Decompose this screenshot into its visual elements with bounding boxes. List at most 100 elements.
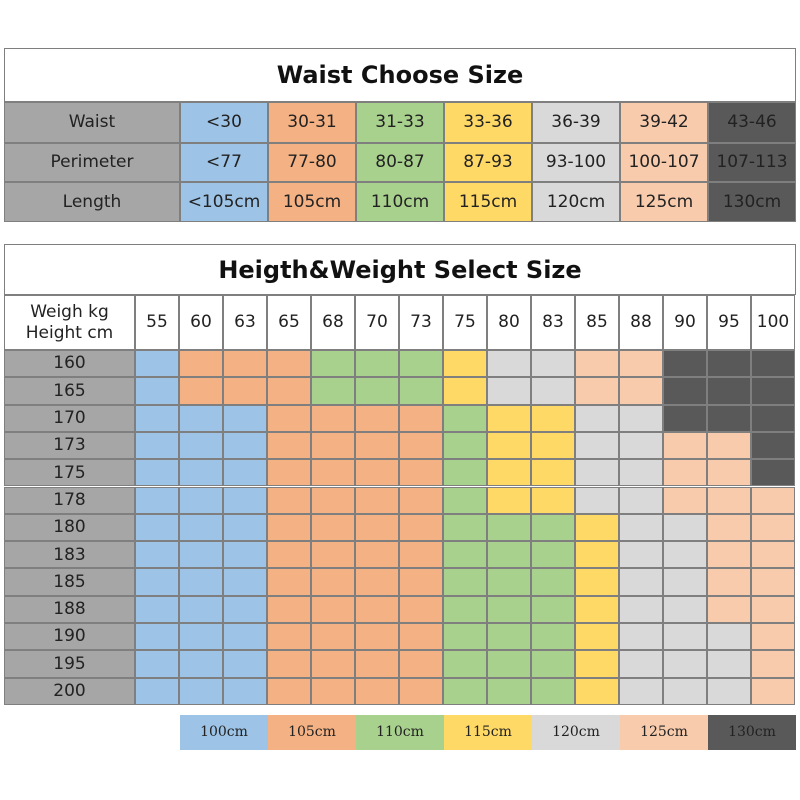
grid-cell [135,350,179,378]
grid-cell [179,513,223,542]
grid-cell [399,404,443,432]
grid-cell [707,623,751,651]
grid-cell [311,568,355,596]
grid-cell [751,595,795,623]
grid-cell [663,486,707,514]
grid-cell [311,595,355,623]
grid-cell [179,568,223,596]
grid-cell [179,541,223,569]
grid-cell [399,623,443,651]
grid-cell [311,350,355,378]
size-cell: 36-39 [532,102,620,143]
weight-header: 95 [707,295,751,350]
grid-cell [487,350,531,378]
grid-cell [355,677,399,705]
grid-cell [707,650,751,678]
height-label: 173 [4,431,135,460]
grid-cell [135,677,179,705]
weight-header: 88 [619,295,663,350]
grid-cell [575,650,619,678]
grid-cell [663,404,707,432]
grid-cell [355,541,399,569]
grid-cell [663,677,707,705]
grid-cell [707,513,751,542]
grid-cell [267,595,311,623]
corner-label: Weigh kg Height cm [4,295,135,350]
height-label: 200 [4,677,135,705]
grid-cell [663,350,707,378]
grid-cell [135,541,179,569]
size-cell: 100-107 [620,143,708,182]
grid-cell [355,650,399,678]
grid-cell [443,431,487,460]
height-label: 170 [4,404,135,432]
grid-cell [575,541,619,569]
grid-cell [531,377,575,405]
weight-header: 75 [443,295,487,350]
size-cell: 107-113 [708,143,796,182]
grid-cell [135,623,179,651]
grid-cell [751,677,795,705]
grid-cell [619,650,663,678]
grid-cell [311,377,355,405]
grid-cell [179,677,223,705]
grid-cell [135,568,179,596]
grid-cell [179,623,223,651]
grid-cell [487,377,531,405]
size-cell: 39-42 [620,102,708,143]
grid-cell [487,650,531,678]
grid-cell [135,486,179,514]
grid-cell [487,513,531,542]
size-cell: 87-93 [444,143,532,182]
grid-cell [531,623,575,651]
grid-cell [399,650,443,678]
grid-cell [179,377,223,405]
height-label: 175 [4,459,135,487]
grid-cell [707,350,751,378]
grid-cell [487,459,531,487]
weight-header: 90 [663,295,707,350]
table-title: Heigth&Weight Select Size [4,244,796,295]
grid-cell [663,541,707,569]
legend-item: 115cm [444,715,532,750]
grid-cell [751,541,795,569]
grid-cell [663,513,707,542]
grid-cell [663,459,707,487]
weight-header: 63 [223,295,267,350]
grid-cell [135,459,179,487]
grid-cell [311,404,355,432]
grid-cell [223,650,267,678]
grid-cell [707,486,751,514]
grid-cell [619,623,663,651]
weight-header: 85 [575,295,619,350]
grid-cell [355,568,399,596]
grid-cell [135,650,179,678]
height-label: 183 [4,541,135,569]
grid-cell [707,541,751,569]
grid-cell [443,377,487,405]
grid-cell [311,459,355,487]
grid-cell [619,404,663,432]
grid-cell [399,595,443,623]
grid-cell [179,431,223,460]
grid-cell [751,568,795,596]
weight-header: 60 [179,295,223,350]
grid-cell [399,459,443,487]
grid-cell [179,404,223,432]
grid-cell [443,623,487,651]
grid-cell [443,541,487,569]
grid-cell [663,377,707,405]
grid-cell [223,568,267,596]
grid-cell [751,377,795,405]
grid-cell [311,623,355,651]
weight-header: 70 [355,295,399,350]
grid-cell [399,677,443,705]
weight-header: 73 [399,295,443,350]
grid-cell [223,595,267,623]
grid-cell [267,623,311,651]
row-label: Perimeter [4,143,180,182]
grid-cell [575,623,619,651]
grid-cell [267,677,311,705]
grid-cell [179,595,223,623]
grid-cell [619,677,663,705]
